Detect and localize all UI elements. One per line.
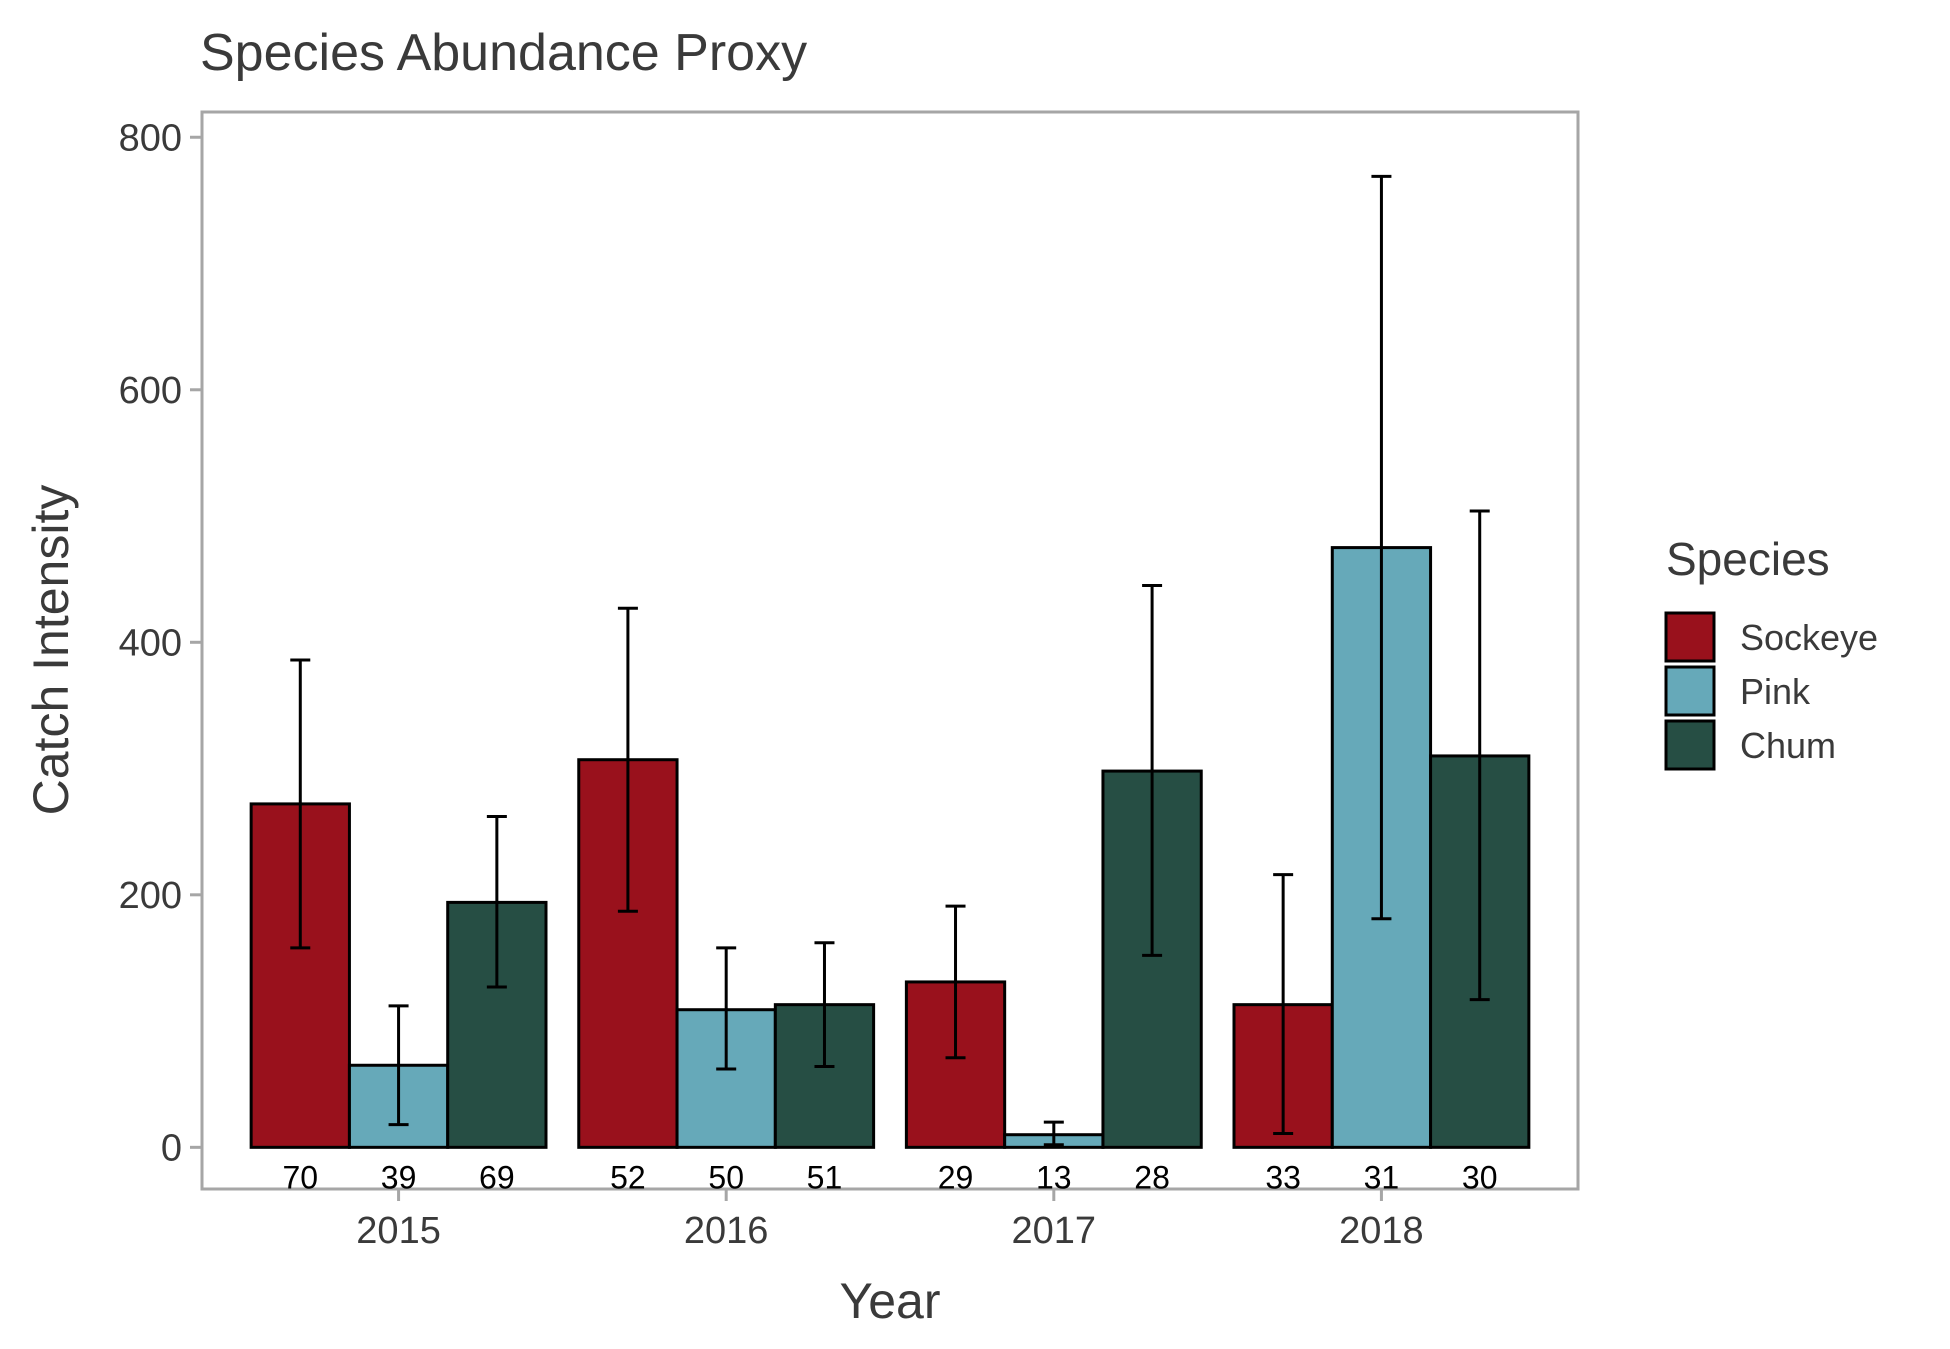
- plot-border: [200, 110, 1580, 1191]
- error-bar-pink-2017: [1043, 1120, 1064, 1147]
- x-tick-label: 2018: [1339, 1210, 1424, 1252]
- x-tick-label: 2016: [684, 1210, 769, 1252]
- y-tick-label: 400: [119, 622, 182, 664]
- count-label: 50: [708, 1159, 744, 1195]
- count-label: 31: [1364, 1159, 1400, 1195]
- y-tick-label: 0: [161, 1127, 182, 1169]
- legend-item-chum: Chum: [1664, 719, 1836, 771]
- legend-swatch: [1664, 719, 1716, 771]
- legend-label: Sockeye: [1740, 617, 1878, 658]
- error-bar-pink-2016: [716, 946, 737, 1071]
- y-tick-label: 200: [119, 875, 182, 917]
- legend-label: Chum: [1740, 725, 1836, 766]
- y-tick-label: 800: [119, 117, 182, 159]
- y-axis-title: Catch Intensity: [23, 485, 79, 816]
- count-label: 33: [1265, 1159, 1301, 1195]
- count-label: 39: [381, 1159, 417, 1195]
- count-label: 29: [938, 1159, 974, 1195]
- y-axis: 0 200 400 600 800: [119, 117, 202, 1169]
- count-label: 51: [807, 1159, 843, 1195]
- x-axis: 2015 2016 2017 2018: [356, 1189, 1424, 1252]
- error-bar-sockeye-2016: [617, 606, 638, 913]
- error-bar-pink-2015: [388, 1004, 409, 1127]
- error-bar-sockeye-2017: [945, 904, 966, 1060]
- x-axis-title: Year: [839, 1273, 940, 1329]
- legend-swatch: [1664, 611, 1716, 663]
- count-label: 13: [1036, 1159, 1072, 1195]
- count-label: 30: [1462, 1159, 1498, 1195]
- error-bar-chum-2018: [1469, 509, 1490, 1002]
- legend-title: Species: [1666, 533, 1830, 585]
- chart-title: Species Abundance Proxy: [200, 24, 807, 82]
- legend-item-sockeye: Sockeye: [1664, 611, 1878, 663]
- count-label: 69: [479, 1159, 515, 1195]
- bars: [249, 546, 1531, 1149]
- y-tick-label: 600: [119, 370, 182, 412]
- error-bar-chum-2017: [1142, 583, 1163, 957]
- legend-label: Pink: [1740, 671, 1811, 712]
- x-tick-label: 2015: [356, 1210, 441, 1252]
- error-bar-pink-2018: [1371, 174, 1392, 921]
- legend-item-pink: Pink: [1664, 665, 1811, 717]
- legend-swatch: [1664, 665, 1716, 717]
- error-bar-sockeye-2015: [290, 658, 311, 950]
- count-label: 52: [610, 1159, 646, 1195]
- error-bars: [290, 174, 1490, 1147]
- x-tick-label: 2017: [1012, 1210, 1097, 1252]
- legend: Species Sockeye Pink Chum: [1664, 533, 1878, 771]
- legend-items: Sockeye Pink Chum: [1664, 611, 1878, 771]
- count-label: 70: [282, 1159, 318, 1195]
- count-labels: 70 39 69 52 50 51 29 13 28 33 31 30: [282, 1159, 1497, 1195]
- error-bar-chum-2015: [486, 815, 507, 989]
- count-label: 28: [1134, 1159, 1170, 1195]
- error-bar-chum-2016: [814, 941, 835, 1069]
- error-bar-sockeye-2018: [1273, 873, 1294, 1135]
